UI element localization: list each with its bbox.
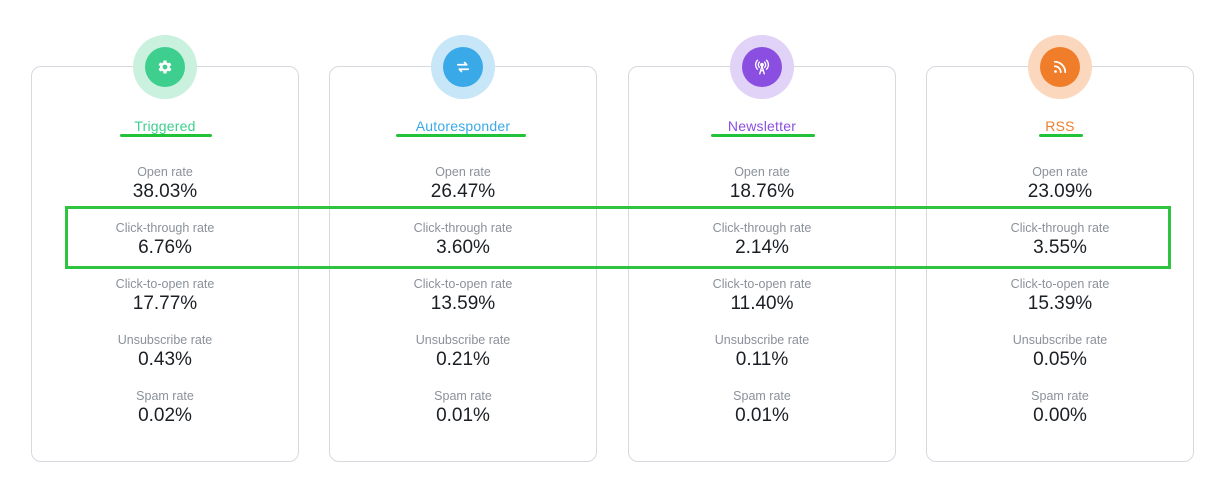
- metric-value: 38.03%: [132, 181, 198, 202]
- autoresponder-badge: [443, 47, 483, 87]
- metric-open-rate: Open rate 38.03%: [32, 164, 298, 204]
- card-rss: RSS Open rate 23.09% Click-through rate …: [926, 35, 1194, 462]
- rss-badge: [1040, 47, 1080, 87]
- card-triggered: Triggered Open rate 38.03% Click-through…: [31, 35, 299, 462]
- title-underline-annotation: [396, 134, 526, 137]
- newsletter-badge: [742, 47, 782, 87]
- metric-value: 13.59%: [430, 293, 496, 314]
- metric-click-to-open-rate: Click-to-open rate 11.40%: [629, 276, 895, 316]
- metric-value: 15.39%: [1027, 293, 1093, 314]
- metric-value: 0.01%: [735, 405, 789, 426]
- metric-value: 18.76%: [729, 181, 795, 202]
- metric-unsubscribe-rate: Unsubscribe rate 0.43%: [32, 332, 298, 372]
- card-newsletter: Newsletter Open rate 18.76% Click-throug…: [628, 35, 896, 462]
- title-underline-annotation: [1039, 134, 1083, 137]
- metric-value: 0.05%: [1033, 349, 1087, 370]
- metric-value: 23.09%: [1027, 181, 1093, 202]
- metric-click-through-rate: Click-through rate 2.14%: [629, 220, 895, 260]
- metric-value: 6.76%: [138, 237, 192, 258]
- metric-unsubscribe-rate: Unsubscribe rate 0.11%: [629, 332, 895, 372]
- click-through-highlight-annotation: [65, 206, 1171, 269]
- metric-click-through-rate: Click-through rate 3.55%: [927, 220, 1193, 260]
- rss-badge-halo: [1028, 35, 1092, 99]
- metric-value: 26.47%: [430, 181, 496, 202]
- metric-label: Open rate: [435, 165, 491, 179]
- metric-label: Click-to-open rate: [712, 277, 812, 291]
- autoresponder-badge-halo: [431, 35, 495, 99]
- metric-value: 3.60%: [436, 237, 490, 258]
- metric-spam-rate: Spam rate 0.01%: [629, 388, 895, 428]
- title-underline-annotation: [711, 134, 815, 137]
- metric-spam-rate: Spam rate 0.02%: [32, 388, 298, 428]
- metric-click-to-open-rate: Click-to-open rate 13.59%: [330, 276, 596, 316]
- metric-value: 2.14%: [735, 237, 789, 258]
- metric-open-rate: Open rate 18.76%: [629, 164, 895, 204]
- metric-value: 17.77%: [132, 293, 198, 314]
- metric-value: 11.40%: [730, 293, 794, 314]
- triggered-badge: [145, 47, 185, 87]
- metric-label: Unsubscribe rate: [415, 333, 511, 347]
- metric-label: Click-to-open rate: [1010, 277, 1110, 291]
- card-title[interactable]: Triggered: [134, 118, 196, 134]
- metric-value: 0.43%: [138, 349, 192, 370]
- metric-label: Spam rate: [136, 389, 194, 403]
- metric-label: Click-to-open rate: [413, 277, 513, 291]
- metric-value: 3.55%: [1033, 237, 1087, 258]
- metric-label: Unsubscribe rate: [714, 333, 810, 347]
- repeat-icon: [454, 58, 472, 76]
- metric-label: Click-through rate: [413, 221, 513, 235]
- rss-icon: [1051, 58, 1069, 76]
- card-title[interactable]: Newsletter: [727, 118, 797, 134]
- metric-label: Open rate: [1032, 165, 1088, 179]
- metric-value: 0.02%: [138, 405, 192, 426]
- metric-value: 0.00%: [1033, 405, 1087, 426]
- metric-label: Click-through rate: [712, 221, 812, 235]
- metric-value: 0.11%: [735, 349, 789, 370]
- metric-label: Unsubscribe rate: [1012, 333, 1108, 347]
- metric-label: Spam rate: [733, 389, 791, 403]
- triggered-badge-halo: [133, 35, 197, 99]
- metric-label: Click-through rate: [1010, 221, 1110, 235]
- gear-icon: [156, 58, 174, 76]
- metric-spam-rate: Spam rate 0.00%: [927, 388, 1193, 428]
- metric-label: Click-through rate: [115, 221, 215, 235]
- title-underline-annotation: [120, 134, 212, 137]
- metric-open-rate: Open rate 23.09%: [927, 164, 1193, 204]
- metric-click-to-open-rate: Click-to-open rate 17.77%: [32, 276, 298, 316]
- metric-click-to-open-rate: Click-to-open rate 15.39%: [927, 276, 1193, 316]
- metric-open-rate: Open rate 26.47%: [330, 164, 596, 204]
- card-title[interactable]: Autoresponder: [415, 118, 511, 134]
- metric-label: Open rate: [734, 165, 790, 179]
- metric-click-through-rate: Click-through rate 6.76%: [32, 220, 298, 260]
- metric-label: Spam rate: [434, 389, 492, 403]
- metric-label: Click-to-open rate: [115, 277, 215, 291]
- metric-value: 0.21%: [436, 349, 490, 370]
- newsletter-badge-halo: [730, 35, 794, 99]
- metric-spam-rate: Spam rate 0.01%: [330, 388, 596, 428]
- metric-label: Open rate: [137, 165, 193, 179]
- metric-click-through-rate: Click-through rate 3.60%: [330, 220, 596, 260]
- card-title[interactable]: RSS: [1045, 118, 1075, 134]
- broadcast-icon: [753, 58, 771, 76]
- metric-unsubscribe-rate: Unsubscribe rate 0.05%: [927, 332, 1193, 372]
- metric-unsubscribe-rate: Unsubscribe rate 0.21%: [330, 332, 596, 372]
- metric-label: Unsubscribe rate: [117, 333, 213, 347]
- card-autoresponder: Autoresponder Open rate 26.47% Click-thr…: [329, 35, 597, 462]
- metric-label: Spam rate: [1031, 389, 1089, 403]
- metric-value: 0.01%: [436, 405, 490, 426]
